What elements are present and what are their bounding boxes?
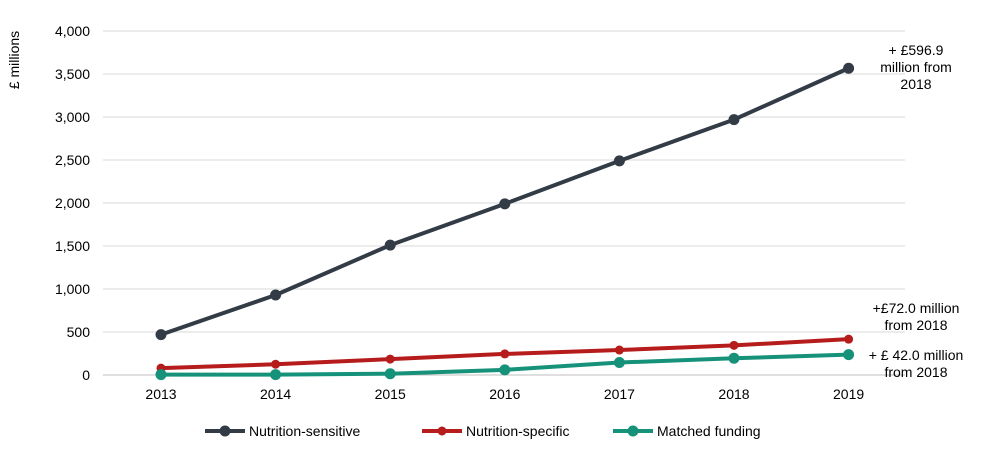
legend-swatch-marker <box>437 426 447 436</box>
x-tick-label: 2013 <box>145 386 176 402</box>
series-layer <box>155 62 855 381</box>
data-point-nutrition-specific <box>844 334 854 344</box>
x-tick-label: 2014 <box>260 386 291 402</box>
annotation-line: 2018 <box>900 76 931 92</box>
data-point-matched-funding <box>384 368 396 380</box>
data-point-nutrition-specific <box>500 349 510 359</box>
data-point-nutrition-sensitive <box>270 289 282 301</box>
series-nutrition-specific <box>156 334 854 373</box>
annotation-line: + £ 42.0 million <box>869 347 964 363</box>
legend-label: Matched funding <box>657 423 761 439</box>
data-point-matched-funding <box>270 369 282 381</box>
data-point-nutrition-sensitive <box>155 329 167 341</box>
annotation-line: from 2018 <box>884 317 947 333</box>
y-tick-label: 0 <box>82 367 90 383</box>
legend-item-matched-funding: Matched funding <box>613 423 761 439</box>
data-point-matched-funding <box>728 352 740 364</box>
data-point-matched-funding <box>613 357 625 369</box>
series-matched-funding <box>155 349 855 381</box>
data-point-nutrition-specific <box>614 345 624 355</box>
x-tick-label: 2018 <box>718 386 749 402</box>
legend-label: Nutrition-specific <box>466 423 569 439</box>
annotation-line: million from <box>880 59 952 75</box>
annotation-line: +£72.0 million <box>873 300 960 316</box>
legend-label: Nutrition-sensitive <box>249 423 360 439</box>
data-point-nutrition-sensitive <box>728 114 740 126</box>
annotation-nutrition-sensitive: + £596.9 million from 2018 <box>880 42 952 92</box>
legend-swatch-marker <box>219 425 231 437</box>
data-point-matched-funding <box>155 369 167 381</box>
legend-item-nutrition-sensitive: Nutrition-sensitive <box>205 423 360 439</box>
x-axis-ticks: 2013 2014 2015 2016 2017 2018 2019 <box>145 386 864 402</box>
x-tick-label: 2017 <box>604 386 635 402</box>
x-tick-label: 2016 <box>489 386 520 402</box>
annotation-nutrition-specific: +£72.0 million from 2018 <box>873 300 960 333</box>
data-point-nutrition-specific <box>271 359 281 369</box>
y-tick-label: 4,000 <box>55 23 90 39</box>
y-axis-ticks: 0 500 1,000 1,500 2,000 2,500 3,000 3,500 4,000 <box>55 23 90 383</box>
x-tick-label: 2015 <box>375 386 406 402</box>
annotation-matched-funding: + £ 42.0 million from 2018 <box>869 347 964 380</box>
annotation-line: from 2018 <box>884 364 947 380</box>
data-point-nutrition-sensitive <box>843 62 855 74</box>
annotation-line: + £596.9 <box>889 42 944 58</box>
y-tick-label: 2,000 <box>55 195 90 211</box>
y-tick-label: 2,500 <box>55 152 90 168</box>
x-tick-label: 2019 <box>833 386 864 402</box>
legend: Nutrition-sensitive Nutrition-specific Mat… <box>205 423 761 439</box>
data-point-nutrition-specific <box>729 340 739 350</box>
legend-item-nutrition-specific: Nutrition-specific <box>422 423 569 439</box>
data-point-nutrition-sensitive <box>613 155 625 167</box>
y-tick-label: 1,500 <box>55 238 90 254</box>
y-tick-label: 1,000 <box>55 281 90 297</box>
data-point-matched-funding <box>499 364 511 376</box>
y-tick-label: 3,000 <box>55 109 90 125</box>
y-tick-label: 3,500 <box>55 66 90 82</box>
y-axis-label: £ millions <box>6 31 22 89</box>
annotations: + £596.9 million from 2018+£72.0 million fr… <box>869 42 964 380</box>
legend-swatch-marker <box>627 425 639 437</box>
data-point-nutrition-sensitive <box>384 239 396 251</box>
data-point-matched-funding <box>843 349 855 361</box>
y-tick-label: 500 <box>67 324 91 340</box>
data-point-nutrition-specific <box>385 354 395 364</box>
data-point-nutrition-sensitive <box>499 198 511 210</box>
series-nutrition-sensitive <box>155 62 855 341</box>
